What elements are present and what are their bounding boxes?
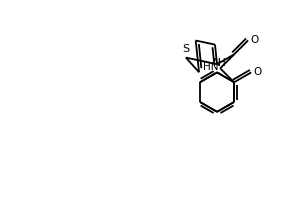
Text: O: O	[253, 67, 261, 77]
Text: S: S	[182, 44, 189, 54]
Text: HN: HN	[203, 62, 218, 72]
Text: H: H	[218, 58, 226, 68]
Text: N: N	[213, 58, 221, 68]
Text: O: O	[250, 35, 258, 45]
